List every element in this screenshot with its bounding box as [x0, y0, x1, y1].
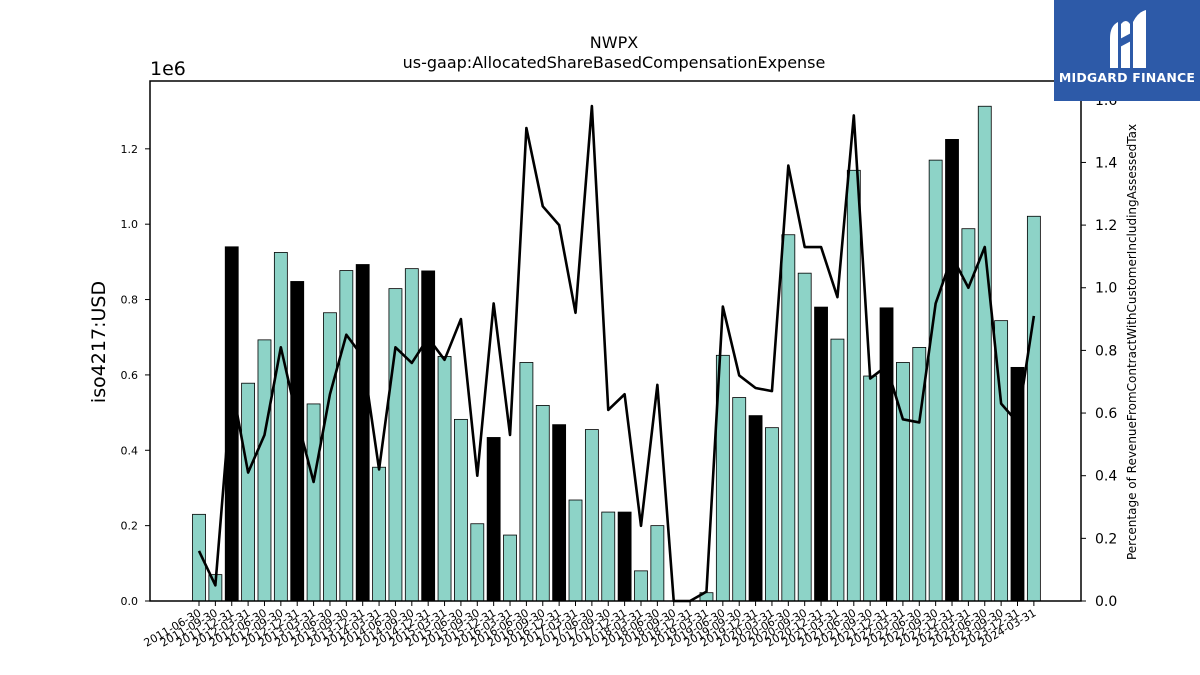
- y2-tick-label: 0.0: [1095, 594, 1117, 610]
- x-ticks: 2011-06-302011-09-302011-12-312012-03-31…: [142, 601, 1038, 650]
- brand-logo: MIDGARD FINANCE: [1054, 0, 1200, 101]
- y2-tick-label: 0.8: [1095, 343, 1117, 359]
- bar-2021-06-30: [846, 169, 861, 602]
- bar-2018-06-30: [650, 525, 665, 602]
- line-layer: [197, 104, 1036, 603]
- bar-2020-12-31: [814, 306, 828, 602]
- bar-2012-06-30: [257, 339, 272, 602]
- bar-2014-09-30: [404, 268, 419, 602]
- bar-2015-06-30: [454, 418, 468, 602]
- y2-tick-label: 1.2: [1095, 218, 1117, 234]
- bar-2015-09-30: [470, 523, 485, 602]
- y-tick-label: 1.0: [121, 218, 139, 231]
- bar-2017-06-30: [584, 429, 599, 602]
- y2-ticks: 0.00.20.40.60.81.01.21.41.6: [1081, 93, 1117, 610]
- bar-2013-06-30: [323, 312, 337, 602]
- y-tick-label: 1.2: [121, 143, 139, 156]
- bar-2014-12-31: [421, 270, 436, 602]
- bar-2017-12-31: [617, 511, 632, 602]
- bar-2014-03-31: [372, 466, 386, 602]
- bar-2022-12-31: [945, 139, 959, 602]
- bar-2017-03-31: [568, 499, 583, 602]
- midgard-logo-icon: [1110, 10, 1146, 68]
- chart-title: NWPX: [590, 33, 638, 52]
- bar-2013-03-31: [306, 403, 321, 602]
- bar-2016-09-30: [535, 405, 550, 602]
- y-tick-label: 0.4: [121, 444, 139, 457]
- y2-tick-label: 1.0: [1095, 281, 1117, 297]
- bar-2014-06-30: [388, 288, 403, 602]
- bar-2016-12-31: [552, 424, 567, 602]
- bar-2012-09-30: [273, 252, 288, 602]
- bar-2019-12-31: [748, 415, 763, 602]
- y2-tick-label: 0.4: [1095, 469, 1117, 485]
- y-tick-label: 0.2: [121, 520, 139, 533]
- bar-2021-12-31: [879, 307, 894, 602]
- bar-2020-03-31: [765, 427, 779, 602]
- bar-2013-09-30: [339, 270, 354, 602]
- y2-tick-label: 1.4: [1095, 155, 1117, 171]
- y2-axis-label: Percentage of RevenueFromContractWithCus…: [1125, 124, 1139, 560]
- y-tick-label: 0.0: [121, 595, 139, 608]
- bar-2011-12-31: [224, 246, 239, 602]
- bar-2015-03-31: [437, 356, 452, 602]
- bar-2022-03-31: [896, 362, 910, 602]
- bar-2023-12-31: [1010, 366, 1025, 602]
- bar-2018-03-31: [634, 570, 648, 602]
- y2-tick-label: 0.6: [1095, 406, 1117, 422]
- bar-2020-09-30: [797, 272, 812, 602]
- y-scale-label: 1e6: [150, 58, 186, 80]
- bars-layer: [192, 105, 1041, 602]
- y-ticks: 0.0 0.2 0.4 0.6 0.8 1.0 1.2: [121, 143, 150, 608]
- bar-2022-09-30: [928, 159, 943, 602]
- bar-2021-03-31: [830, 338, 845, 602]
- bar-2020-06-30: [781, 234, 796, 602]
- y-tick-label: 0.6: [121, 369, 139, 382]
- y-tick-label: 0.8: [121, 294, 139, 307]
- bar-2016-06-30: [519, 362, 534, 602]
- bar-2021-09-30: [863, 375, 878, 602]
- bar-2023-06-30: [977, 105, 992, 602]
- bar-2015-12-31: [486, 437, 501, 602]
- bar-2017-09-30: [601, 511, 616, 602]
- bar-2019-09-30: [732, 397, 747, 602]
- y-axis-label: iso4217:USD: [88, 281, 110, 403]
- bar-2016-03-31: [503, 534, 517, 602]
- brand-name: MIDGARD FINANCE: [1058, 70, 1196, 85]
- percentage-line: [197, 104, 1036, 603]
- plot-frame: [149, 80, 1082, 602]
- bar-2013-12-31: [355, 264, 370, 602]
- bar-2012-03-31: [241, 382, 256, 602]
- y2-tick-label: 0.2: [1095, 531, 1117, 547]
- chart-subtitle: us-gaap:AllocatedShareBasedCompensationE…: [403, 53, 826, 72]
- bar-2024-03-31: [1026, 215, 1041, 602]
